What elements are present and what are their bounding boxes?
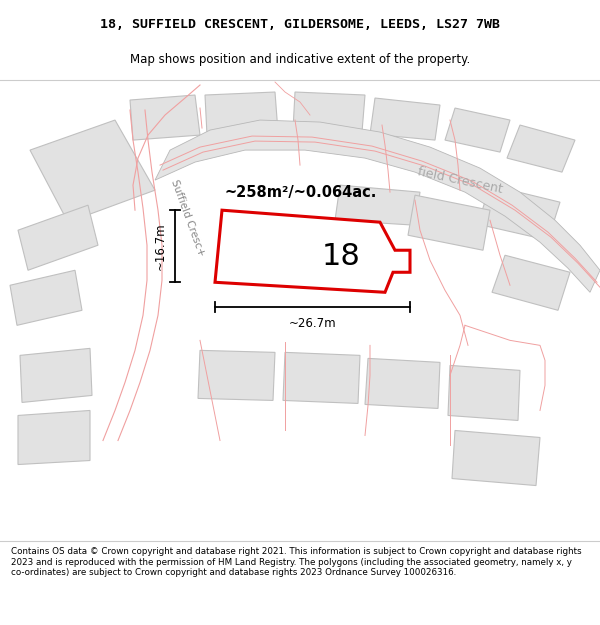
Text: Contains OS data © Crown copyright and database right 2021. This information is : Contains OS data © Crown copyright and d… [11, 548, 581, 577]
Polygon shape [408, 195, 490, 250]
Polygon shape [448, 366, 520, 421]
Text: ~258m²/~0.064ac.: ~258m²/~0.064ac. [225, 184, 377, 199]
Text: ~16.7m: ~16.7m [154, 222, 167, 270]
Polygon shape [365, 358, 440, 409]
Polygon shape [452, 431, 540, 486]
Polygon shape [215, 210, 410, 292]
Polygon shape [18, 411, 90, 464]
Polygon shape [492, 255, 570, 310]
Polygon shape [370, 98, 440, 140]
Text: 18: 18 [322, 242, 361, 271]
Polygon shape [155, 120, 600, 292]
Polygon shape [30, 120, 155, 222]
Polygon shape [205, 92, 278, 135]
Text: Map shows position and indicative extent of the property.: Map shows position and indicative extent… [130, 54, 470, 66]
Polygon shape [445, 108, 510, 152]
Text: 18, SUFFIELD CRESCENT, GILDERSOME, LEEDS, LS27 7WB: 18, SUFFIELD CRESCENT, GILDERSOME, LEEDS… [100, 18, 500, 31]
Polygon shape [335, 185, 420, 225]
Polygon shape [507, 125, 575, 172]
Polygon shape [130, 95, 200, 140]
Polygon shape [198, 351, 275, 401]
Polygon shape [283, 352, 360, 404]
Polygon shape [478, 185, 560, 240]
Text: field Crescent: field Crescent [416, 165, 504, 196]
Polygon shape [18, 205, 98, 270]
Polygon shape [293, 92, 365, 132]
Text: ~26.7m: ~26.7m [289, 318, 337, 331]
Polygon shape [20, 348, 92, 403]
Polygon shape [10, 270, 82, 326]
Text: Suffield Cresc+: Suffield Cresc+ [169, 179, 206, 258]
